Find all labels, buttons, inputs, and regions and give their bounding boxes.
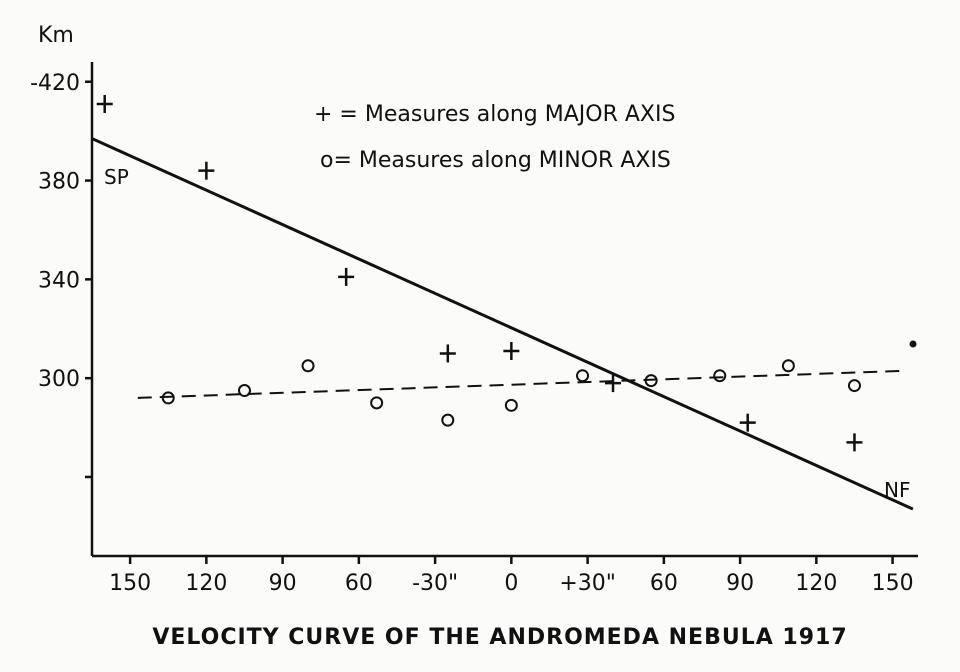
y-ticks: -420 380 340 300 <box>30 71 92 479</box>
minor-axis-point <box>504 398 518 412</box>
x-tick-label: +30" <box>559 571 616 596</box>
major-axis-point <box>96 94 113 113</box>
x-tick-label: 60 <box>345 571 373 596</box>
x-tick-label: 90 <box>269 571 297 596</box>
minor-axis-point <box>576 369 590 383</box>
major-axis-point <box>439 344 456 363</box>
x-tick-label: 60 <box>650 571 678 596</box>
major-axis-point <box>739 413 756 432</box>
x-tick-label: 90 <box>726 571 754 596</box>
minor-axis-point <box>847 379 861 393</box>
legend-major-axis: + = Measures along MAJOR AXIS <box>314 102 675 127</box>
minor-axis-point <box>441 413 455 427</box>
x-tick-label: 150 <box>872 571 914 596</box>
y-tick-label: -420 <box>30 71 80 96</box>
x-tick-label: 0 <box>504 571 518 596</box>
major-axis-point <box>605 374 622 393</box>
fit-lines <box>91 137 914 511</box>
minor-axis-point <box>237 384 251 398</box>
minor-axis-point <box>781 359 795 373</box>
nf-annotation: NF <box>884 478 910 502</box>
x-tick-label: 150 <box>109 571 151 596</box>
y-tick-label: 300 <box>38 367 80 392</box>
major-axis-fit-line <box>91 137 914 511</box>
data-points <box>96 94 863 452</box>
stray-ink-dot <box>909 340 917 348</box>
minor-axis-point <box>301 359 315 373</box>
minor-axis-point <box>644 374 658 388</box>
minor-axis-point <box>370 396 384 410</box>
y-tick-label: 340 <box>38 268 80 293</box>
x-ticks: 150 120 90 60 -30" 0 +30" 60 90 120 150 <box>109 556 914 596</box>
x-tick-label: -30" <box>412 571 458 596</box>
y-axis-unit-label: Km <box>38 23 74 48</box>
chart-caption: VELOCITY CURVE OF THE ANDROMEDA NEBULA 1… <box>152 625 847 650</box>
major-axis-point <box>338 267 355 286</box>
major-axis-point <box>846 433 863 452</box>
sp-annotation: SP <box>104 165 129 189</box>
legend-minor-axis: o= Measures along MINOR AXIS <box>320 148 671 173</box>
x-tick-label: 120 <box>795 571 837 596</box>
major-axis-point <box>503 341 520 360</box>
minor-axis-point <box>161 391 175 405</box>
legend: + = Measures along MAJOR AXIS o= Measure… <box>314 102 675 173</box>
major-axis-point <box>198 161 215 180</box>
minor-axis-point <box>713 369 727 383</box>
x-tick-label: 120 <box>185 571 227 596</box>
axes <box>90 62 918 558</box>
minor-axis-fit-line <box>137 369 906 399</box>
y-tick-label: 380 <box>38 170 80 195</box>
